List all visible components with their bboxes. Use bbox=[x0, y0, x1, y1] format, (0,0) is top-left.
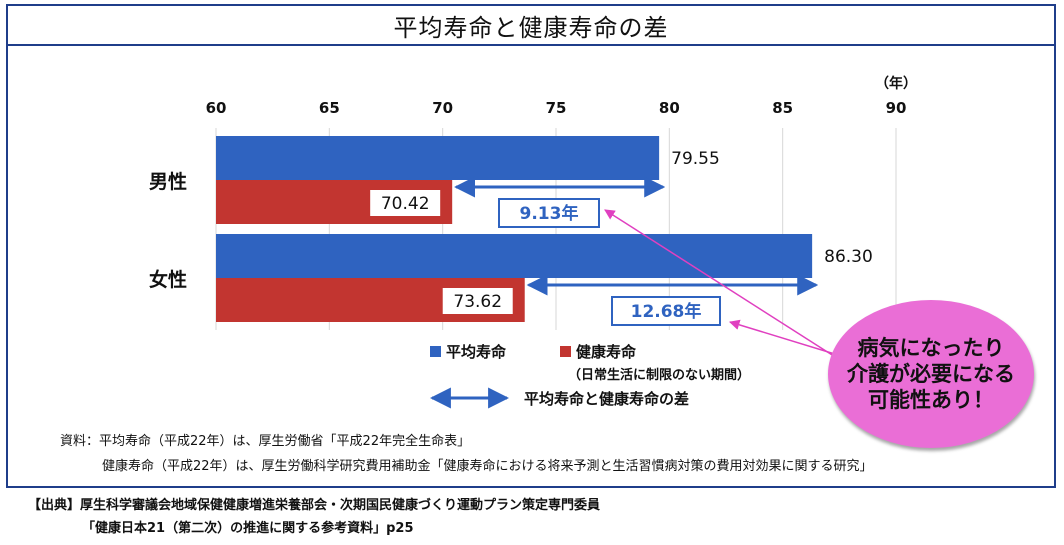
x-tick-label: 85 bbox=[772, 99, 793, 117]
x-tick-label: 65 bbox=[319, 99, 340, 117]
source-line-1: 資料：平均寿命（平成22年）は、厚生労働省「平成22年完全生命表」 bbox=[60, 434, 471, 449]
bar-average-life bbox=[216, 136, 660, 180]
citation-line-1: 【出典】厚生科学審議会地域保健健康増進栄養部会・次期国民健康づくり運動プラン策定… bbox=[28, 498, 601, 513]
legend-label-average: 平均寿命 bbox=[446, 343, 507, 361]
bar-average-value-label: 79.55 bbox=[671, 149, 720, 169]
difference-label: 12.68年 bbox=[631, 301, 702, 322]
callout-line-3: 可能性あり！ bbox=[868, 388, 994, 412]
x-tick-label: 75 bbox=[546, 99, 567, 117]
unit-label: （年） bbox=[875, 75, 917, 92]
legend-label-difference: 平均寿命と健康寿命の差 bbox=[524, 390, 689, 408]
x-tick-label: 70 bbox=[432, 99, 453, 117]
x-tick-label: 60 bbox=[206, 99, 227, 117]
callout-pointer-line bbox=[728, 319, 839, 356]
legend-healthy-note: （日常生活に制限のない期間） bbox=[568, 367, 750, 383]
source-line-2: 健康寿命（平成22年）は、厚生労働科学研究費用補助金「健康寿命における将来予測と… bbox=[102, 459, 873, 474]
bar-healthy-value-box bbox=[442, 288, 513, 314]
legend-swatch-healthy bbox=[560, 346, 571, 357]
bar-healthy-value-label: 70.42 bbox=[381, 194, 430, 214]
callout-line-1: 病気になったり bbox=[857, 336, 1005, 360]
x-tick-label: 80 bbox=[659, 99, 680, 117]
citation-line-2: 「健康日本21（第二次）の推進に関する参考資料」p25 bbox=[82, 521, 414, 536]
category-label: 女性 bbox=[149, 268, 187, 291]
x-tick-label: 90 bbox=[886, 99, 907, 117]
bar-healthy-value-box bbox=[370, 190, 441, 216]
category-label: 男性 bbox=[149, 170, 187, 193]
legend-swatch-average bbox=[430, 346, 441, 357]
bar-healthy-value-label: 73.62 bbox=[453, 292, 502, 312]
legend-label-healthy: 健康寿命 bbox=[576, 343, 637, 361]
difference-box bbox=[498, 198, 600, 228]
callout-line-2: 介護が必要になる bbox=[847, 362, 1015, 386]
bar-average-life bbox=[216, 234, 813, 278]
callout-bubble: 病気になったり 介護が必要になる 可能性あり！ bbox=[828, 300, 1034, 448]
callout-pointer-line bbox=[604, 209, 841, 361]
difference-box bbox=[611, 296, 721, 326]
bar-average-value-label: 86.30 bbox=[824, 247, 873, 267]
difference-label: 9.13年 bbox=[520, 203, 579, 224]
chart-title: 平均寿命と健康寿命の差 bbox=[8, 6, 1054, 46]
